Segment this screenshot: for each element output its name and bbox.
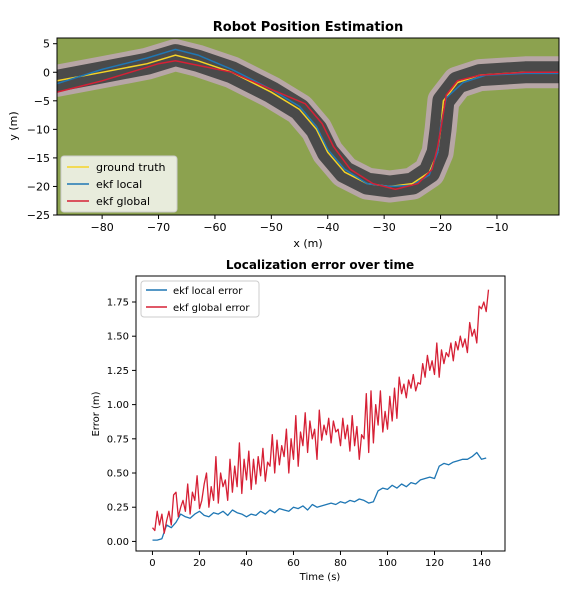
x-tick-label: 60 [287,558,300,569]
x-tick-label: 0 [149,558,155,569]
y-tick-label: 1.25 [107,366,129,377]
y-tick-label: −15 [27,152,50,165]
position-chart: Robot Position Estimation −80 −70 −60 −50 −4… [7,20,560,250]
error-chart-ylabel: Error (m) [91,391,102,436]
series-line-ekf-global [57,60,559,191]
y-tick-label: 0.25 [107,503,129,514]
position-legend: ground truth ekf local ekf global [60,155,178,213]
error-chart-xlabel: Time (s) [299,572,341,583]
legend-label: ekf global [96,195,150,208]
x-tick-label: 140 [472,558,491,569]
x-tick-label: 40 [240,558,253,569]
x-tick-label: −70 [147,221,170,234]
y-tick-label: −20 [27,180,50,193]
error-legend: ekf local error ekf global error [140,280,260,318]
x-tick-label: −20 [429,221,452,234]
x-tick-label: −30 [373,221,396,234]
legend-box [140,280,260,318]
y-tick-label: −10 [27,123,50,136]
legend-label: ekf global error [173,303,250,314]
error-chart-title: Localization error over time [226,258,414,272]
y-tick-label: −5 [34,95,50,108]
position-chart-title: Robot Position Estimation [213,20,403,35]
y-tick-label: 1.75 [107,297,129,308]
legend-box [60,155,178,213]
x-tick-label: −80 [91,221,114,234]
error-plot-background [136,276,505,551]
y-tick-label: 0 [43,66,50,79]
x-tick-label: −40 [316,221,339,234]
position-plot-frame [56,37,560,216]
error-chart: Localization error over time 0 20 40 60 80 10… [91,258,506,583]
x-tick-label: −10 [485,221,508,234]
legend-label: ekf local error [173,286,243,297]
x-tick-label: −60 [203,221,226,234]
legend-label: ground truth [96,161,166,174]
y-tick-label: 1.00 [107,400,129,411]
position-chart-xlabel: x (m) [293,237,322,250]
series-line-ground-truth [57,54,559,188]
y-tick-label: 5 [43,38,50,51]
position-chart-ylabel: y (m) [7,111,20,140]
series-line-ekf-local [57,48,559,188]
series-line-ekf-local-error [152,451,487,541]
x-tick-label: −50 [260,221,283,234]
y-tick-label: −25 [27,209,50,222]
series-line-ekf-global-error [151,289,490,534]
x-tick-label: 120 [425,558,444,569]
x-tick-label: 80 [334,558,347,569]
y-tick-label: 0.50 [107,469,129,480]
legend-label: ekf local [96,178,142,191]
error-plot-frame [135,275,506,552]
y-tick-label: 0.00 [107,537,129,548]
y-tick-label: 0.75 [107,434,129,445]
x-tick-label: 20 [193,558,206,569]
x-tick-label: 100 [378,558,397,569]
y-tick-label: 1.50 [107,332,129,343]
